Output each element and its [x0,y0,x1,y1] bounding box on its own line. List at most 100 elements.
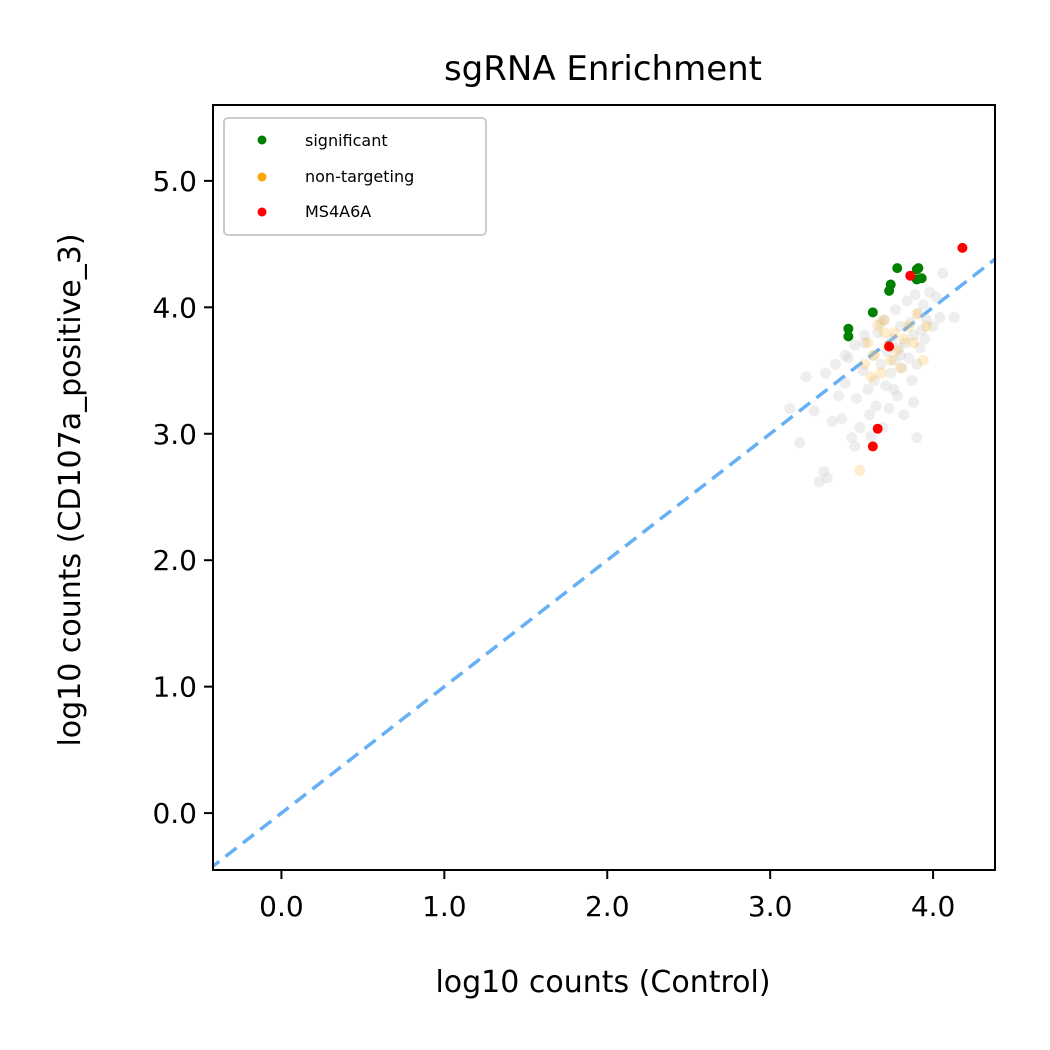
x-tick-label: 0.0 [259,890,304,923]
point-other [904,316,916,328]
point-other [883,402,895,414]
point-non-targeting [911,308,923,320]
point-other [818,466,830,478]
point-other [875,316,887,328]
point-other [891,390,903,402]
x-tick-label: 4.0 [911,890,956,923]
point-non-targeting [859,358,871,370]
legend-marker-significant [257,135,267,145]
point-other [872,327,884,339]
point-significant [867,307,878,318]
point-other [836,413,848,425]
legend-box [223,117,487,236]
reference-line [213,257,995,869]
legend: significant non-targeting MS4A6A [223,117,487,236]
point-other [908,396,920,408]
legend-label-non-targeting: non-targeting [305,167,414,186]
point-other [808,405,820,417]
point-non-targeting [854,464,866,476]
y-axis-label: log10 counts (CD107a_positive_3) [53,233,88,746]
point-other [888,354,900,366]
point-other [794,437,805,449]
point-other [865,430,877,442]
point-other [898,409,910,421]
point-other [927,320,939,332]
point-significant [892,263,903,274]
point-other [912,308,924,320]
legend-label-significant: significant [305,131,388,150]
point-other [911,358,923,370]
point-significant [843,323,854,334]
point-other [851,392,863,404]
point-other [826,415,838,427]
point-other [901,295,913,307]
point-ms4a6a [872,423,883,434]
point-other [930,291,942,303]
point-other [859,329,871,341]
point-other [857,365,869,377]
point-other [921,314,933,326]
point-significant [916,273,927,284]
point-non-targeting [875,367,887,379]
y-axis-ticks: 0.0 1.0 2.0 3.0 4.0 5.0 [152,165,213,830]
point-other [842,352,854,364]
data-points [784,242,968,488]
legend-marker-ms4a6a [257,207,267,217]
point-other [916,324,928,336]
x-tick-label: 2.0 [585,890,630,923]
point-other [875,358,887,370]
point-other [896,362,908,374]
point-other [839,349,851,361]
point-other [934,311,946,323]
point-other [821,472,833,484]
point-significant [885,279,896,290]
point-non-targeting [868,349,880,361]
point-other [909,289,921,301]
point-other [849,339,861,351]
point-non-targeting [921,320,933,332]
point-other [849,440,861,452]
legend-label-ms4a6a: MS4A6A [305,202,371,221]
point-other [784,402,796,414]
point-other [880,380,892,392]
point-other [813,476,825,488]
point-other [864,409,876,421]
legend-marker-non-targeting [257,172,267,182]
point-non-targeting [878,327,890,339]
point-non-targeting [895,362,907,374]
point-non-targeting [903,320,915,332]
plot-frame [212,104,996,871]
y-tick-label: 5.0 [152,165,197,198]
point-other [917,299,929,311]
point-non-targeting [888,327,900,339]
point-ms4a6a [905,270,916,281]
point-other [937,267,949,279]
point-other [899,337,911,349]
point-ms4a6a [884,341,895,352]
chart-title: sgRNA Enrichment [444,49,762,89]
point-non-targeting [865,371,877,383]
point-other [854,421,866,433]
point-other [839,377,851,389]
point-non-targeting [917,354,929,366]
point-other [870,400,882,412]
point-other [800,371,812,383]
point-other [890,304,902,316]
x-axis-ticks: 0.0 1.0 2.0 3.0 4.0 [259,870,955,923]
point-other [859,337,871,349]
point-other [919,333,931,345]
point-non-targeting [908,337,920,349]
point-other [903,352,915,364]
point-other [878,314,890,326]
x-tick-label: 1.0 [422,890,467,923]
point-non-targeting [862,337,874,349]
point-other [846,432,858,444]
point-other [911,432,923,444]
point-other [893,342,905,354]
point-other [868,375,880,387]
point-non-targeting [878,314,890,326]
point-significant [843,331,854,342]
point-significant [911,264,922,275]
y-tick-label: 4.0 [152,291,197,324]
